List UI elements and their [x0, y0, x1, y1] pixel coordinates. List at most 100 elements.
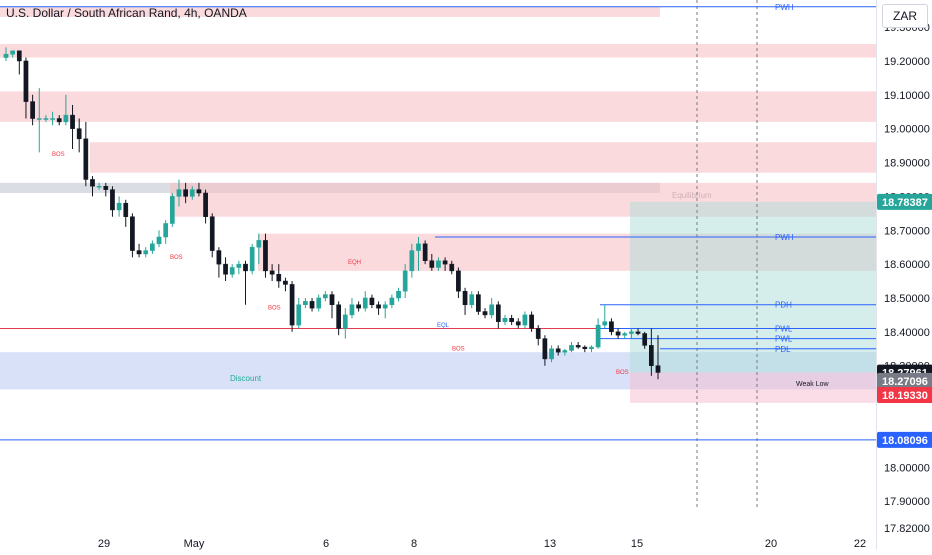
- candle: [164, 223, 168, 237]
- level-label: PDL: [775, 345, 791, 354]
- candle: [549, 349, 553, 359]
- candle: [490, 305, 494, 315]
- candle: [203, 193, 207, 217]
- candle: [250, 247, 254, 271]
- candle: [603, 322, 607, 325]
- time-tick-label: 15: [631, 538, 643, 550]
- time-axis[interactable]: 29 May 6 8 13 15 20 22: [0, 536, 876, 550]
- candle: [470, 295, 474, 305]
- time-tick-label: 20: [765, 538, 777, 550]
- price-tick-label: 18.40000: [884, 327, 930, 339]
- candle: [177, 190, 181, 197]
- candle: [357, 305, 361, 308]
- candle: [64, 115, 68, 122]
- annotation-bos: BOS: [52, 152, 65, 158]
- price-tick-label: 18.00000: [884, 462, 930, 474]
- candle: [629, 332, 633, 334]
- candle: [589, 347, 593, 349]
- candle: [24, 61, 28, 102]
- candle: [536, 328, 540, 338]
- price-tag-label: 18.78387: [882, 197, 928, 209]
- candle: [403, 271, 407, 291]
- candle: [31, 102, 35, 119]
- zone-premium: [0, 44, 876, 58]
- candle: [184, 190, 188, 197]
- time-axis-svg: 29 May 6 8 13 15 20 22: [0, 536, 876, 550]
- candle: [643, 334, 647, 346]
- candle: [270, 271, 274, 274]
- candle: [436, 261, 440, 268]
- candle: [623, 334, 627, 336]
- candle: [90, 179, 94, 186]
- candle: [563, 350, 567, 352]
- candle: [656, 366, 660, 373]
- annotation-bos: BOS: [170, 255, 183, 261]
- candle: [350, 305, 354, 315]
- zone-premium: [0, 91, 876, 121]
- candle: [516, 322, 520, 325]
- annotation-eq: EQL: [437, 323, 450, 329]
- candle: [583, 347, 587, 349]
- price-tick-label: 17.90000: [884, 496, 930, 508]
- candle: [343, 315, 347, 329]
- candle: [543, 339, 547, 359]
- candle: [217, 251, 221, 265]
- annotation-note: Weak Low: [796, 381, 829, 388]
- candle: [290, 284, 294, 325]
- time-tick-label: 13: [544, 538, 556, 550]
- price-tick-label: 17.82000: [884, 523, 930, 535]
- time-tick-label: 8: [411, 538, 417, 550]
- candle: [503, 318, 507, 321]
- candle: [649, 345, 653, 365]
- level-label: PWH: [775, 233, 794, 242]
- candle: [529, 315, 533, 329]
- candle: [137, 251, 141, 254]
- candle: [124, 203, 128, 217]
- candle: [476, 295, 480, 312]
- candle: [11, 51, 15, 54]
- candle: [596, 325, 600, 347]
- price-tick-label: 19.00000: [884, 124, 930, 136]
- candle: [496, 305, 500, 322]
- candle: [150, 244, 154, 251]
- price-tick-label: 18.60000: [884, 259, 930, 271]
- candle: [363, 298, 367, 308]
- candle: [230, 268, 234, 275]
- price-tick-label: 19.20000: [884, 56, 930, 68]
- candle: [70, 115, 74, 129]
- annotation-bos: BOS: [452, 346, 465, 352]
- candle: [337, 305, 341, 329]
- price-axis[interactable]: 19.30000 19.20000 19.10000 19.00000 18.90000…: [876, 0, 932, 550]
- candle: [390, 298, 394, 305]
- time-tick-label: May: [184, 538, 205, 550]
- candle: [277, 274, 281, 281]
- candle: [110, 190, 114, 210]
- candle: [576, 345, 580, 347]
- candle: [17, 51, 21, 61]
- candle: [4, 54, 8, 57]
- candle: [104, 186, 108, 189]
- candle: [57, 119, 61, 122]
- candle: [37, 119, 41, 120]
- annotation-bos: BOS: [616, 370, 629, 376]
- time-tick-label: 6: [323, 538, 329, 550]
- candle: [44, 119, 48, 120]
- currency-button[interactable]: ZAR: [882, 4, 928, 28]
- candle: [463, 291, 467, 305]
- candle: [197, 190, 201, 193]
- candle: [84, 139, 88, 180]
- candle: [396, 291, 400, 298]
- chart-title: U.S. Dollar / South African Rand, 4h, OA…: [6, 6, 247, 20]
- candle: [317, 298, 321, 308]
- candle: [144, 251, 148, 254]
- candle: [50, 119, 54, 120]
- price-tag-label: 18.27096: [882, 376, 928, 388]
- price-tick-label: 18.50000: [884, 293, 930, 305]
- zone-stop: [630, 372, 876, 402]
- candle: [157, 237, 161, 244]
- annotation-eq: EQH: [348, 260, 361, 266]
- candle: [263, 240, 267, 270]
- candle: [170, 196, 174, 223]
